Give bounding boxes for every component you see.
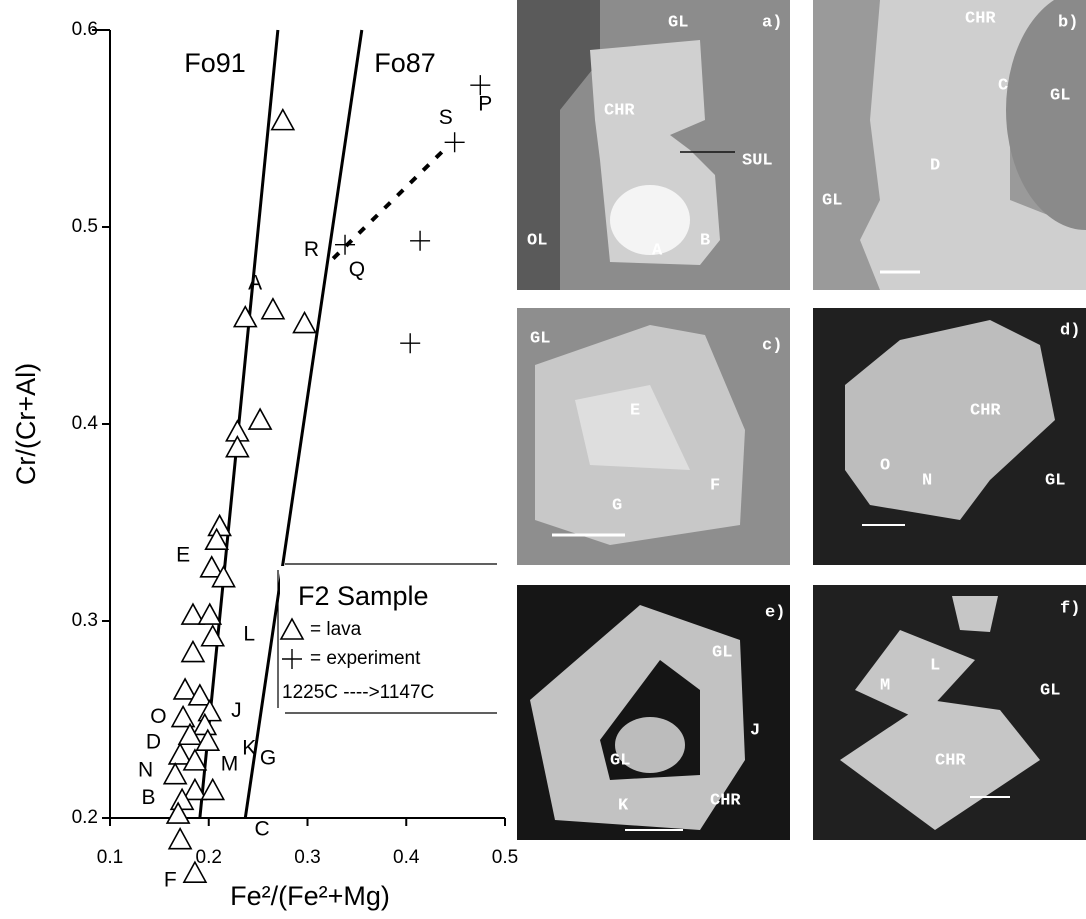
lava-point [169, 829, 191, 849]
line-label: Fo87 [374, 48, 436, 78]
panel-label: J [750, 721, 760, 740]
point-label: K [242, 737, 256, 760]
experiment-point [335, 235, 355, 255]
panel-label: GL [1050, 86, 1070, 105]
lava-point [209, 515, 231, 535]
experiment-point [410, 231, 430, 251]
point-label: P [478, 92, 492, 115]
panel-label: N [922, 471, 932, 490]
legend-title: F2 Sample [298, 581, 429, 611]
figure: a)GLCHRSULOLABb)CHRCGLDGLc)GLEFGd)CHRONG… [0, 0, 1086, 919]
panel-label: GL [1045, 471, 1065, 490]
lava-point [234, 307, 256, 327]
panel-label: CHR [604, 101, 635, 120]
panel-label: C [998, 76, 1008, 95]
x-tick-label: 0.4 [393, 847, 420, 868]
panel-label: GL [668, 13, 688, 32]
panel-label: B [700, 231, 710, 250]
lava-point [294, 313, 316, 333]
point-label: N [138, 758, 153, 781]
x-tick-label: 0.1 [97, 847, 123, 868]
point-label: C [254, 817, 269, 840]
line-label: Fo91 [184, 48, 246, 78]
panel-tag: d) [1060, 321, 1080, 340]
panel-label: OL [527, 231, 547, 250]
micrographs: a) GL CHR SUL OL A Bb) CHR C GL D GL c) GL E F Gd) CHR O N G… [517, 0, 1086, 840]
panel-label: CHR [710, 791, 741, 810]
y-tick-label: 0.6 [72, 19, 98, 40]
lava-point [202, 626, 224, 646]
y-tick-label: 0.3 [72, 610, 98, 631]
panel-label: CHR [935, 751, 966, 770]
x-tick-label: 0.2 [196, 847, 222, 868]
lava-point [172, 707, 194, 727]
point-label: L [243, 622, 255, 645]
point-label: Q [349, 258, 365, 281]
point-label: O [150, 705, 166, 728]
panel-label: M [880, 676, 890, 695]
core [610, 185, 690, 255]
y-tick-label: 0.4 [72, 413, 99, 434]
x-tick-label: 0.3 [294, 847, 320, 868]
y-axis-title: Cr/(Cr+Al) [11, 363, 41, 485]
panel-label: CHR [965, 9, 996, 28]
point-label: E [176, 544, 190, 567]
point-label: G [260, 746, 276, 769]
x-tick-label: 0.5 [492, 847, 518, 868]
panel-label: GL [610, 751, 630, 770]
point-label: A [248, 272, 262, 295]
panel-label: L [930, 656, 940, 675]
lava-point [169, 744, 191, 764]
lava-point [199, 604, 221, 624]
panel-label: GL [822, 191, 842, 210]
trend-line [333, 148, 446, 258]
panel-tag: e) [765, 603, 785, 622]
panel-label: G [612, 496, 622, 515]
panel-label: GL [530, 329, 550, 348]
experiment-point [445, 132, 465, 152]
x-axis-title: Fe²/(Fe²+Mg) [230, 881, 390, 911]
panel-tag: a) [762, 13, 782, 32]
point-label: F [164, 869, 177, 892]
panel-label: D [930, 156, 940, 175]
lava-point [272, 110, 294, 130]
legend-note: 1225C ---->1147C [282, 682, 434, 703]
lava-point [182, 642, 204, 662]
panel-label: CHR [970, 401, 1001, 420]
point-label: B [142, 786, 156, 809]
lava-point [262, 299, 284, 319]
panel-label: K [618, 796, 629, 815]
panel-label: A [652, 241, 663, 260]
panel-label: O [880, 456, 890, 475]
panel-label: E [630, 401, 640, 420]
legend-label: = lava [310, 619, 362, 640]
point-label: R [304, 238, 319, 261]
panel-tag: b) [1058, 13, 1078, 32]
y-tick-label: 0.5 [72, 216, 98, 237]
lava-point [164, 764, 186, 784]
legend-label: = experiment [310, 648, 421, 669]
panel-tag: f) [1060, 599, 1080, 618]
lava-point [249, 409, 271, 429]
panel-label: F [710, 476, 720, 495]
point-label: D [146, 731, 161, 754]
panel-label: SUL [742, 151, 773, 170]
point-label: M [221, 752, 239, 775]
lava-point [174, 679, 196, 699]
panel-label: GL [712, 643, 732, 662]
panel-label: GL [1040, 681, 1060, 700]
lava-point [202, 779, 224, 799]
y-tick-label: 0.2 [72, 807, 98, 828]
experiment-point [400, 333, 420, 353]
panel-tag: c) [762, 336, 782, 355]
point-label: S [439, 106, 453, 129]
point-label: J [231, 699, 242, 722]
